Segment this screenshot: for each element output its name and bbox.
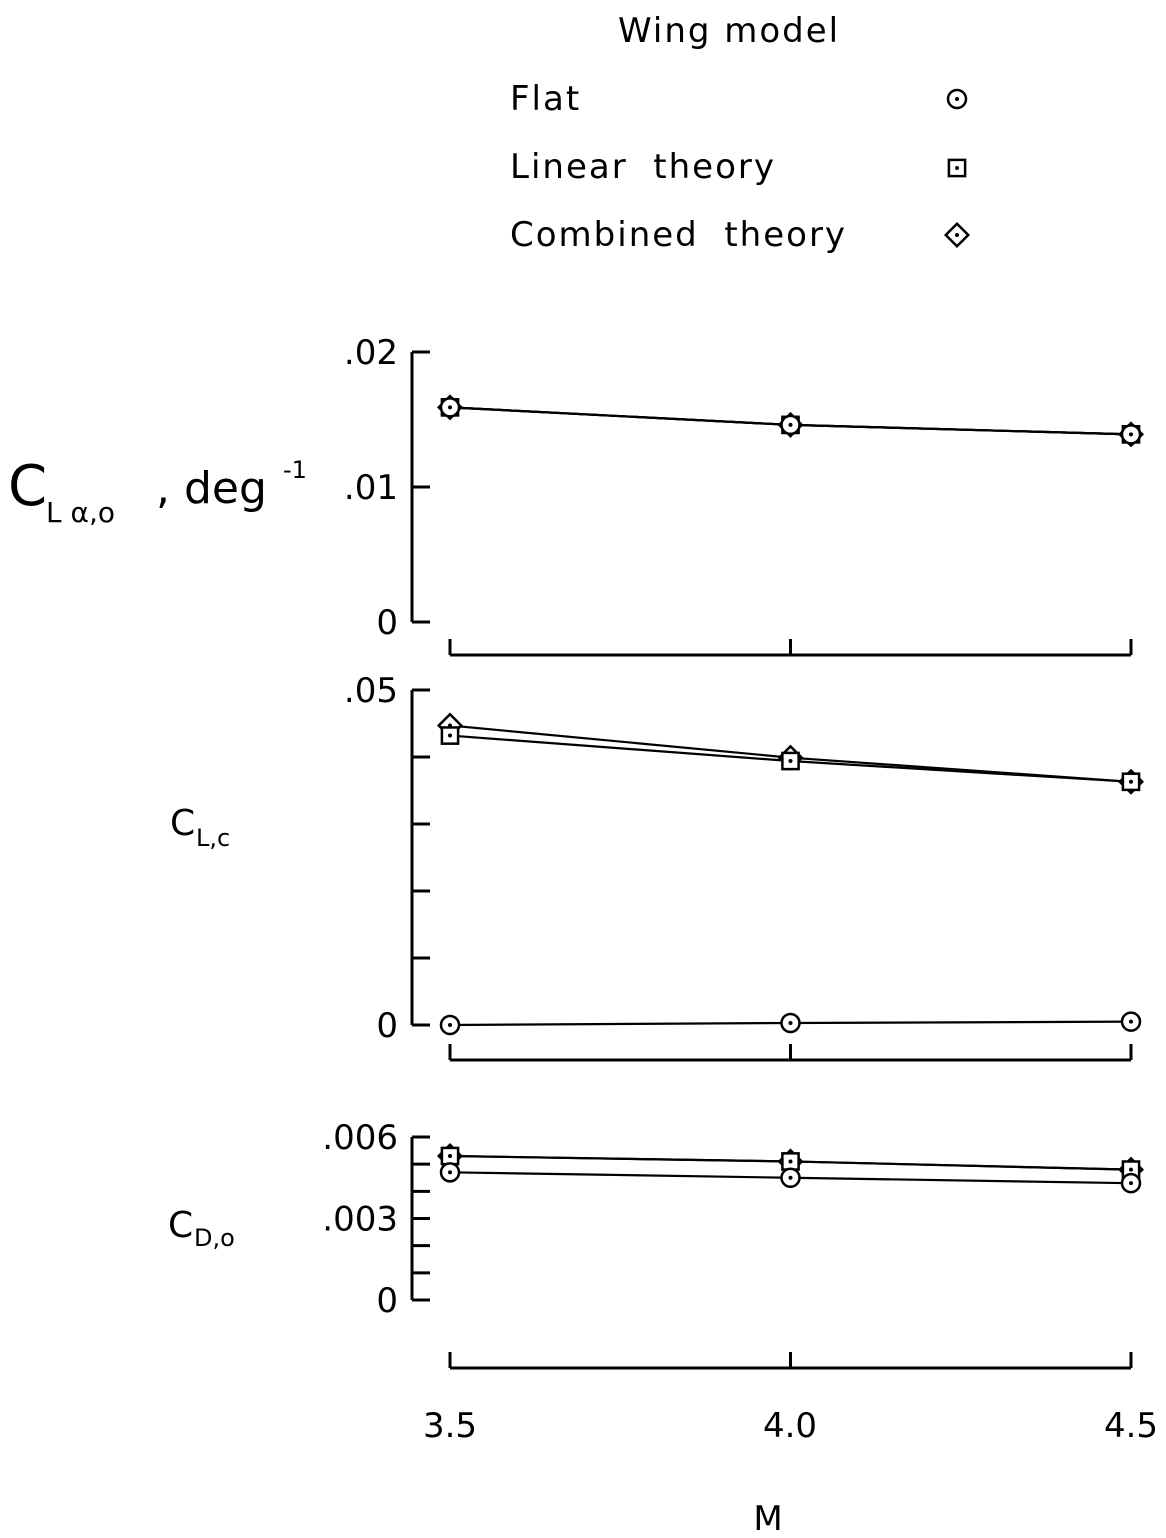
data-point-1 (780, 414, 801, 436)
panel3-ylabel: C D,o (168, 1205, 235, 1252)
data-point-2 (781, 1152, 800, 1171)
plot-panels: 0.01.020.050.003.006 (322, 333, 1145, 1370)
panel2-ylabel: C L,c (170, 803, 230, 852)
data-point-1 (780, 1167, 801, 1188)
data-point-2 (1121, 772, 1141, 792)
data-point-2-dot (788, 759, 793, 764)
data-point-1-dot (448, 1023, 452, 1027)
legend-marker-flat (946, 88, 968, 110)
y-tick-label: .05 (344, 671, 398, 711)
panel1-ylabel: C L α,o , deg -1 (8, 454, 307, 529)
data-point-1-dot (788, 1175, 793, 1180)
panel-2: 0.05 (344, 671, 1145, 1062)
legend-label-flat: Flat (510, 79, 581, 119)
x-axis-labels: 3.5 4.0 4.5 M (423, 1406, 1158, 1538)
data-point-1 (439, 1014, 461, 1036)
legend-title: Wing model (618, 11, 840, 51)
legend-marker-linear-dot (955, 166, 959, 170)
legend-marker-combined (943, 221, 971, 249)
legend-marker-linear (947, 158, 967, 178)
data-point-2-dot (448, 1154, 452, 1159)
legend: Wing model Flat Linear theory Combined t… (510, 11, 971, 255)
data-point-1-dot (448, 1170, 452, 1175)
panel1-ylabel-main: C (8, 454, 47, 519)
data-point-1 (439, 397, 461, 418)
panel1-ylabel-sup: -1 (283, 456, 307, 484)
data-point-1-dot (448, 405, 452, 410)
legend-marker-flat-dot (955, 97, 959, 101)
y-tick-label: 0 (376, 1281, 398, 1321)
legend-label-linear: Linear theory (510, 147, 776, 187)
data-point-1 (1120, 424, 1142, 445)
data-point-1 (439, 1162, 461, 1183)
data-point-1 (780, 1012, 801, 1034)
panel1-ylabel-suffix: , deg (156, 463, 267, 514)
x-axis-title: M (753, 1499, 782, 1538)
data-point-1 (1120, 1172, 1142, 1194)
y-tick-label: 0 (376, 1006, 398, 1046)
panel3-ylabel-main: C (168, 1205, 193, 1246)
data-point-2-dot (788, 1159, 793, 1164)
panel1-ylabel-sub: L α,o (46, 496, 115, 529)
panel-1: 0 .01 .02 (344, 333, 1145, 657)
data-point-2 (440, 726, 460, 745)
y-tick-label: .01 (344, 468, 398, 508)
y-tick-label: .02 (344, 333, 398, 373)
data-point-1 (1120, 1011, 1142, 1032)
panel2-ylabel-sub: L,c (196, 824, 230, 852)
x-tick-label-4-0: 4.0 (763, 1406, 817, 1446)
data-point-1-dot (788, 1020, 793, 1025)
panel-3: 0 .003 .006 (322, 1118, 1145, 1370)
data-point-2-dot (1129, 1167, 1133, 1172)
legend-label-combined: Combined theory (510, 215, 847, 255)
panel3-ylabel-sub: D,o (194, 1224, 235, 1252)
data-point-1-dot (1129, 1181, 1133, 1186)
data-point-1-dot (1129, 432, 1133, 437)
legend-marker-combined-dot (955, 233, 959, 237)
y-tick-label: .006 (322, 1118, 398, 1158)
data-point-1-dot (1129, 1019, 1133, 1024)
data-point-2 (440, 1146, 460, 1166)
y-tick-label: .003 (322, 1200, 398, 1240)
y-tick-label: 0 (376, 603, 398, 643)
data-point-2-dot (448, 733, 452, 738)
data-point-2 (781, 751, 800, 771)
data-point-1-dot (788, 422, 793, 427)
data-point-2-dot (1129, 779, 1133, 784)
x-tick-label-4-5: 4.5 (1104, 1406, 1158, 1446)
x-tick-label-3-5: 3.5 (423, 1406, 477, 1446)
panel2-ylabel-main: C (170, 803, 195, 844)
